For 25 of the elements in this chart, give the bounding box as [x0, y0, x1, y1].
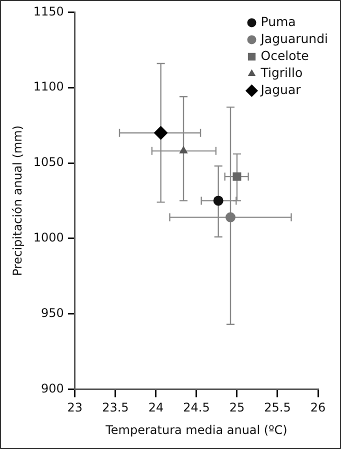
y-tick-label: 900 — [41, 381, 64, 396]
legend-label: Jaguarundi — [260, 30, 328, 46]
x-tick-label: 24 — [148, 400, 164, 415]
point — [226, 212, 236, 222]
y-tick-label: 1000 — [33, 230, 64, 245]
x-tick-label: 26 — [310, 400, 326, 415]
y-tick-label: 1150 — [33, 4, 64, 18]
legend-label: Puma — [260, 14, 296, 29]
y-tick-label: 1050 — [33, 155, 64, 170]
x-tick-label: 25.5 — [264, 400, 291, 415]
x-tick-label: 24.5 — [183, 400, 210, 415]
legend-label: Jaguar — [260, 82, 302, 97]
x-tick-label: 25 — [229, 400, 245, 415]
x-tick-label: 23.5 — [102, 400, 129, 415]
y-axis-title: Precipitación anual (mm) — [10, 125, 24, 276]
legend-label: Tigrillo — [260, 64, 303, 80]
x-tick-label: 23 — [67, 400, 83, 415]
y-tick-label: 1100 — [33, 80, 64, 94]
point — [213, 196, 224, 206]
x-axis-title: Temperatura media anual (ºC) — [104, 422, 288, 437]
y-tick-label: 950 — [41, 306, 64, 320]
legend-label: Ocelote — [260, 48, 310, 63]
point — [154, 126, 168, 140]
point — [232, 172, 242, 181]
point — [179, 146, 188, 154]
